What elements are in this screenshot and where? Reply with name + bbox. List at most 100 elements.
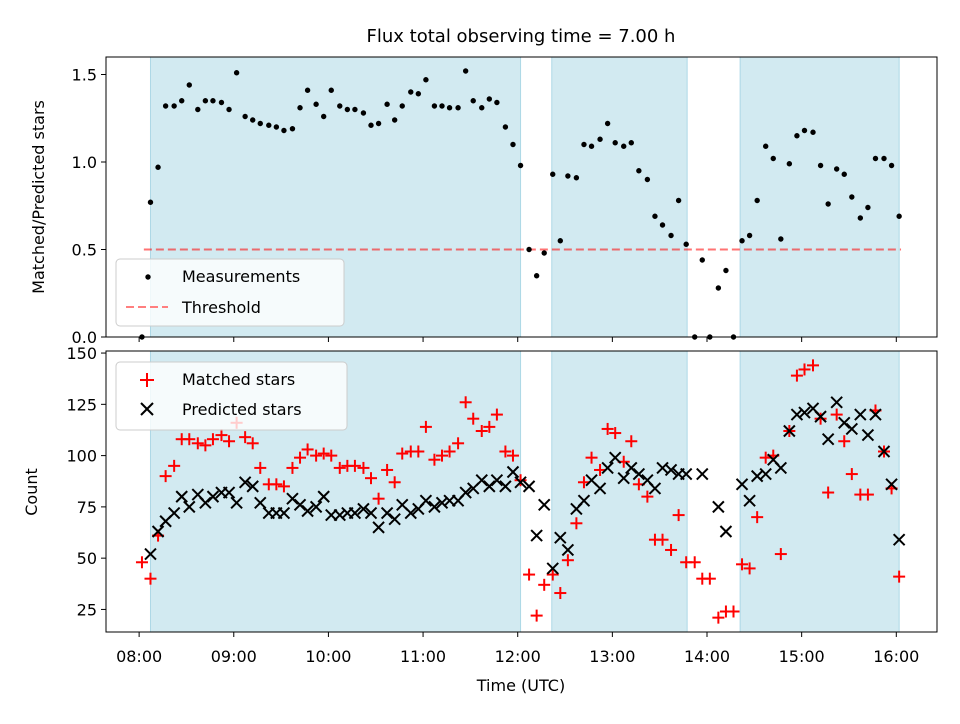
matched-star-point	[506, 449, 519, 462]
predicted-star-point	[530, 529, 543, 542]
legend-matched-marker	[140, 373, 154, 387]
measurement-point	[715, 285, 722, 291]
predicted-star-point	[286, 492, 299, 505]
predicted-star-point	[435, 496, 449, 509]
measurement-point	[423, 77, 429, 83]
measurement-point	[872, 155, 879, 162]
matched-star-point	[759, 451, 772, 464]
measurement-point	[517, 162, 524, 169]
bottom-shaded-window-2	[739, 350, 900, 633]
matched-star-point	[893, 570, 906, 583]
matched-star-point	[665, 543, 678, 556]
predicted-star-point	[608, 451, 622, 464]
measurement-point	[368, 122, 374, 128]
matched-star-point	[419, 420, 432, 433]
measurement-point	[723, 267, 729, 274]
legend-predicted-marker	[140, 402, 154, 416]
predicted-star-point	[743, 494, 756, 507]
measurement-point	[557, 238, 564, 244]
matched-star-point	[838, 435, 851, 448]
matched-star-point	[381, 463, 394, 476]
bottom-axes: 25 50 75 100 125 150 08:00 09:00 10:00 11:00 12:00…	[66, 344, 919, 666]
measurement-point	[770, 155, 776, 162]
matched-star-point	[135, 556, 148, 569]
predicted-star-point	[254, 496, 267, 509]
predicted-star-point	[459, 486, 472, 499]
measurement-point	[778, 236, 784, 242]
matched-star-point	[688, 556, 701, 569]
predicted-star-point	[538, 498, 551, 512]
predicted-star-point	[301, 504, 314, 518]
matched-star-point	[807, 359, 820, 372]
predicted-star-point	[892, 533, 906, 546]
matched-star-point	[277, 480, 290, 493]
measurement-point	[849, 194, 855, 200]
x-tick-label: 10:00	[305, 647, 351, 666]
matched-star-point	[609, 427, 622, 440]
predicted-star-point	[696, 467, 709, 481]
matched-star-point	[822, 486, 835, 499]
predicted-star-point	[617, 471, 630, 485]
matched-star-point	[790, 369, 803, 382]
matched-star-point	[372, 492, 385, 505]
predicted-star-point	[869, 408, 882, 421]
x-tick-label: 15:00	[779, 647, 825, 666]
measurement-point	[857, 215, 864, 221]
matched-star-point	[270, 478, 283, 491]
predicted-star-point	[514, 476, 527, 489]
matched-star-point	[286, 461, 299, 474]
legend-measurements-label: Measurements	[182, 267, 300, 286]
predicted-star-point	[175, 490, 188, 503]
measurement-point	[739, 238, 745, 244]
measurement-point	[588, 143, 595, 149]
top-legend: Measurements Threshold	[115, 258, 345, 327]
measurement-point	[486, 96, 493, 102]
predicted-star-point	[783, 424, 796, 438]
x-axis-label: Time (UTC)	[476, 676, 565, 695]
predicted-star-point	[601, 461, 614, 475]
predicted-star-point	[151, 525, 165, 538]
measurement-point	[266, 122, 272, 128]
bottom-y-tick-label: 100	[66, 447, 97, 466]
matched-star-point	[703, 572, 716, 585]
measurement-point	[273, 124, 280, 130]
matched-star-point	[530, 609, 543, 622]
measurement-point	[171, 103, 177, 109]
predicted-star-point	[388, 512, 401, 526]
predicted-star-point	[499, 480, 512, 493]
predicted-star-point	[854, 408, 867, 421]
predicted-star-point	[490, 474, 504, 487]
measurement-point	[510, 141, 516, 148]
top-y-tick-label: 1.5	[72, 66, 97, 85]
predicted-star-point	[357, 502, 370, 516]
legend-measurements-marker	[145, 274, 151, 280]
matched-star-point	[845, 468, 858, 481]
bottom-y-tick-label: 50	[77, 549, 97, 568]
matched-star-point	[206, 433, 219, 446]
bottom-y-tick-label: 125	[66, 395, 97, 414]
matched-star-point	[467, 412, 480, 425]
measurement-point	[202, 98, 209, 104]
measurement-point	[439, 103, 445, 109]
legend-predicted-label: Predicted stars	[182, 400, 302, 419]
bottom-y-axis-label: Count	[22, 468, 41, 516]
measurement-point	[825, 201, 831, 207]
predicted-star-point	[167, 506, 181, 520]
matched-star-point	[751, 511, 764, 524]
count-points	[135, 359, 906, 624]
matched-star-point	[523, 568, 536, 581]
matched-star-point	[656, 533, 669, 546]
matched-star-point	[483, 420, 496, 433]
predicted-star-point	[222, 486, 236, 499]
measurement-point	[801, 127, 808, 134]
measurement-point	[320, 113, 327, 120]
matched-star-point	[443, 445, 456, 458]
matched-star-point	[561, 554, 574, 567]
measurement-point	[604, 120, 611, 127]
predicted-star-point	[861, 428, 875, 442]
matched-star-point	[594, 463, 607, 476]
top-plot-frame	[105, 56, 938, 338]
predicted-star-point	[475, 474, 488, 487]
matched-star-point	[215, 429, 228, 442]
matched-star-point	[861, 488, 874, 501]
